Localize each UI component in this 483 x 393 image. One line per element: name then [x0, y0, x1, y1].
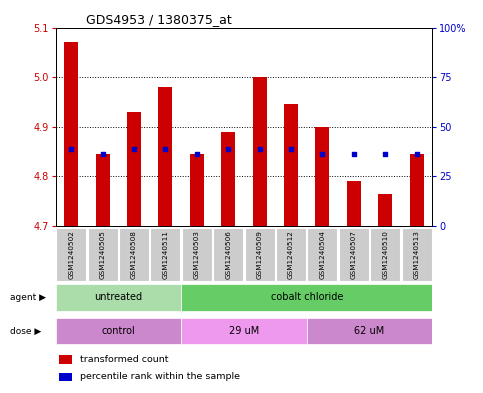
Bar: [253, 77, 267, 226]
Bar: [244, 228, 275, 281]
Bar: [150, 228, 181, 281]
Text: percentile rank within the sample: percentile rank within the sample: [80, 373, 240, 381]
Text: GSM1240503: GSM1240503: [194, 230, 200, 279]
Bar: [276, 228, 306, 281]
Point: [350, 151, 357, 157]
Text: transformed count: transformed count: [80, 355, 169, 364]
Bar: [378, 194, 392, 226]
Text: GSM1240506: GSM1240506: [225, 230, 231, 279]
Point: [193, 151, 201, 157]
Text: GSM1240509: GSM1240509: [256, 230, 263, 279]
Bar: [182, 228, 212, 281]
Bar: [347, 181, 361, 226]
Text: GDS4953 / 1380375_at: GDS4953 / 1380375_at: [85, 13, 231, 26]
Bar: [190, 154, 204, 226]
Text: control: control: [101, 325, 135, 336]
Bar: [119, 228, 149, 281]
Bar: [158, 87, 172, 226]
Bar: [370, 228, 400, 281]
Bar: [315, 127, 329, 226]
Text: 29 uM: 29 uM: [229, 325, 259, 336]
Bar: [284, 105, 298, 226]
Text: GSM1240508: GSM1240508: [131, 230, 137, 279]
Point: [412, 151, 420, 157]
Text: GSM1240507: GSM1240507: [351, 230, 357, 279]
Bar: [56, 285, 181, 311]
Bar: [181, 318, 307, 344]
Bar: [307, 228, 338, 281]
Bar: [307, 318, 432, 344]
Bar: [127, 112, 141, 226]
Text: untreated: untreated: [94, 292, 142, 302]
Text: 62 uM: 62 uM: [355, 325, 384, 336]
Point: [68, 146, 75, 152]
Text: GSM1240511: GSM1240511: [162, 230, 169, 279]
Bar: [410, 154, 424, 226]
Text: GSM1240513: GSM1240513: [413, 230, 420, 279]
Point: [382, 151, 389, 157]
Bar: [59, 373, 72, 381]
Text: GSM1240502: GSM1240502: [68, 230, 74, 279]
Text: GSM1240504: GSM1240504: [319, 230, 326, 279]
Text: GSM1240505: GSM1240505: [99, 230, 106, 279]
Text: GSM1240512: GSM1240512: [288, 230, 294, 279]
Text: GSM1240510: GSM1240510: [382, 230, 388, 279]
Bar: [96, 154, 110, 226]
Point: [256, 146, 264, 152]
Point: [130, 146, 138, 152]
Point: [224, 146, 232, 152]
Bar: [401, 228, 432, 281]
Text: cobalt chloride: cobalt chloride: [270, 292, 343, 302]
Bar: [56, 318, 181, 344]
Point: [99, 151, 107, 157]
Bar: [59, 355, 72, 364]
Bar: [56, 228, 86, 281]
Bar: [87, 228, 118, 281]
Bar: [213, 228, 243, 281]
Text: dose ▶: dose ▶: [10, 327, 41, 336]
Point: [161, 146, 170, 152]
Bar: [181, 285, 432, 311]
Point: [319, 151, 327, 157]
Bar: [221, 132, 235, 226]
Bar: [64, 42, 78, 226]
Text: agent ▶: agent ▶: [10, 293, 46, 302]
Bar: [339, 228, 369, 281]
Point: [287, 146, 295, 152]
